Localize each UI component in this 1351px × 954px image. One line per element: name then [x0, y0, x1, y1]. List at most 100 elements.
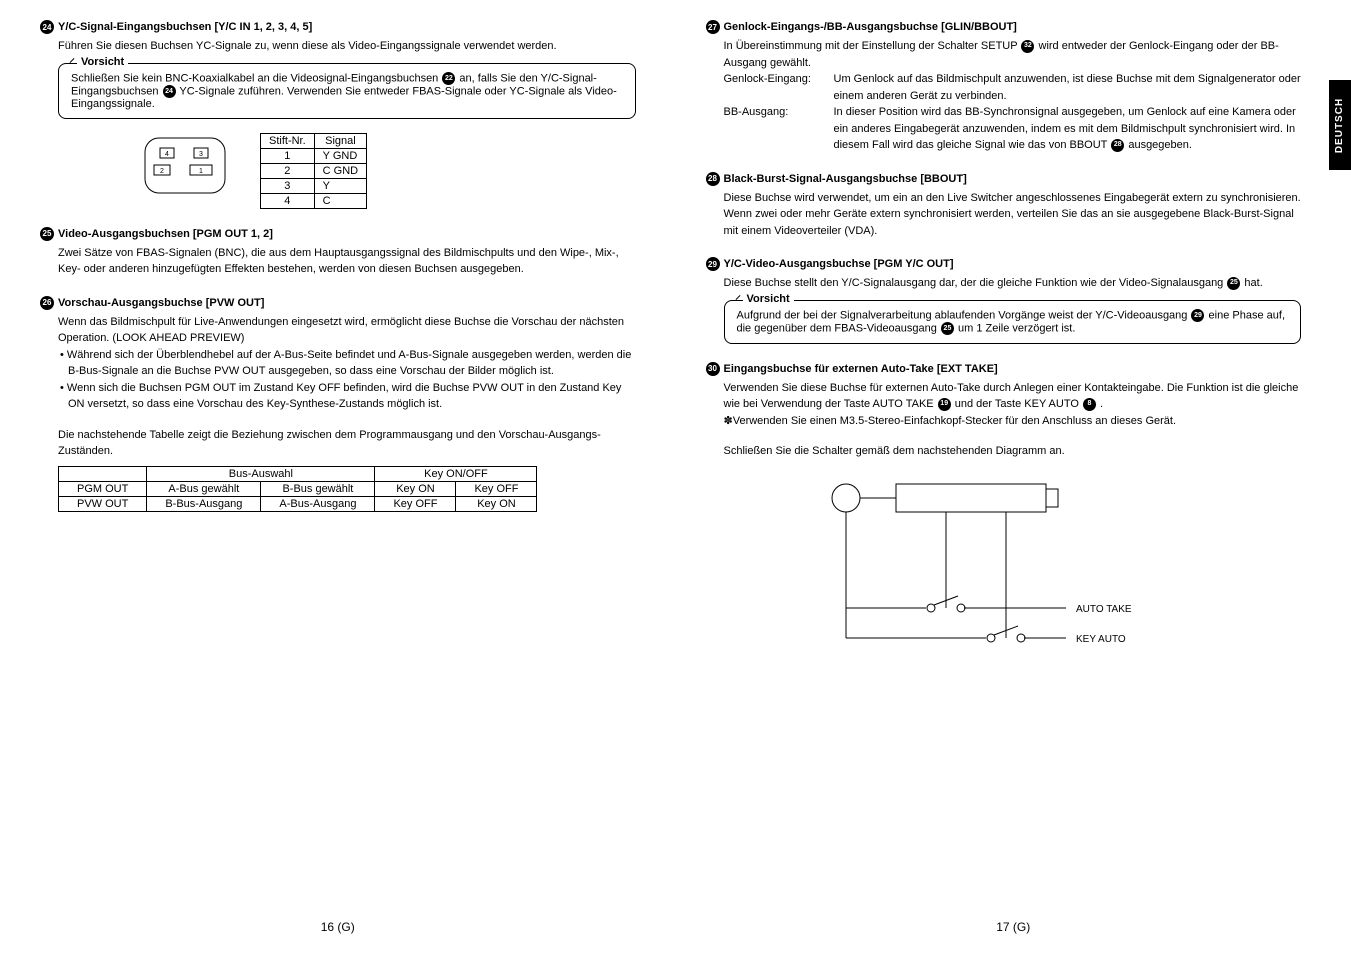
ref-8: 8	[1083, 398, 1096, 411]
ref-19: 19	[938, 398, 951, 411]
svg-text:3: 3	[199, 151, 203, 158]
title-25: Video-Ausgangsbuchsen [PGM OUT 1, 2]	[58, 228, 273, 240]
ref-28: 28	[1111, 139, 1124, 152]
connector-diagram: 4 3 2 1	[140, 133, 230, 203]
jack-diagram: AUTO TAKE KEY AUTO	[826, 478, 1302, 671]
b26-1: • Während sich der Überblendhebel auf de…	[58, 347, 636, 380]
circ-24: 24	[40, 20, 54, 34]
ref-29b: 29	[1191, 309, 1204, 322]
bullets-26: • Während sich der Überblendhebel auf de…	[58, 347, 636, 413]
caution-label-29: Vorsicht	[743, 293, 794, 305]
right-page: DEUTSCH 27 Genlock-Eingangs-/BB-Ausgangs…	[676, 0, 1351, 954]
caution-tick	[70, 58, 75, 63]
d2post: ausgegeben.	[1128, 139, 1192, 151]
left-page: 24 Y/C-Signal-Eingangsbuchsen [Y/C IN 1,…	[0, 0, 676, 954]
title-24: Y/C-Signal-Eingangsbuchsen [Y/C IN 1, 2,…	[58, 21, 312, 33]
svg-text:2: 2	[160, 168, 164, 175]
pin-r2c2: C GND	[314, 163, 366, 178]
section-25: 25 Video-Ausgangsbuchsen [PGM OUT 1, 2] …	[40, 227, 636, 278]
pin-table: Stift-Nr. Signal 1Y GND 2C GND 3Y 4C	[260, 133, 367, 209]
rel-r2c3: Key OFF	[375, 496, 456, 511]
caution-24: Vorsicht Schließen Sie kein BNC-Koaxialk…	[58, 63, 636, 119]
s30-note: ✽Verwenden Sie einen M3.5-Stereo-Einfach…	[724, 413, 1302, 430]
d1val: Um Genlock auf das Bildmischpult anzuwen…	[834, 71, 1302, 104]
pin-r1c1: 1	[261, 148, 315, 163]
body-29: Diese Buchse stellt den Y/C-Signalausgan…	[724, 275, 1302, 292]
pin-r4c2: C	[314, 193, 366, 208]
def-bb: BB-Ausgang: In dieser Position wird das …	[724, 104, 1302, 154]
title-29: Y/C-Video-Ausgangsbuchse [PGM Y/C OUT]	[724, 258, 954, 270]
pin-r2c1: 2	[261, 163, 315, 178]
section-30: 30 Eingangsbuchse für externen Auto-Take…	[706, 362, 1302, 671]
s30-diag-intro: Schließen Sie die Schalter gemäß dem nac…	[724, 443, 1302, 460]
rel-table: Bus-Auswahl Key ON/OFF PGM OUT A-Bus gew…	[58, 466, 537, 512]
b26-2: • Wenn sich die Buchsen PGM OUT im Zusta…	[58, 380, 636, 413]
pin-r4c1: 4	[261, 193, 315, 208]
body-27: In Übereinstimmung mit der Einstellung d…	[724, 38, 1302, 71]
footer-right: 17 (G)	[996, 920, 1030, 934]
svg-text:4: 4	[165, 151, 169, 158]
circ-28: 28	[706, 172, 720, 186]
title-28: Black-Burst-Signal-Ausgangsbuchse [BBOUT…	[724, 173, 967, 185]
section-26: 26 Vorschau-Ausgangsbuchse [PVW OUT] Wen…	[40, 296, 636, 512]
ref-24b: 24	[163, 85, 176, 98]
rel-r1c2: B-Bus gewählt	[261, 481, 375, 496]
heading-24: 24 Y/C-Signal-Eingangsbuchsen [Y/C IN 1,…	[40, 20, 636, 34]
ref-32: 32	[1021, 40, 1034, 53]
rel-blank	[59, 466, 147, 481]
rel-r1c4: Key OFF	[456, 481, 537, 496]
title-27: Genlock-Eingangs-/BB-Ausgangsbuchse [GLI…	[724, 21, 1017, 33]
side-tab-text: DEUTSCH	[1335, 97, 1346, 152]
heading-28: 28 Black-Burst-Signal-Ausgangsbuchse [BB…	[706, 172, 1302, 186]
d2val: In dieser Position wird das BB-Synchrons…	[834, 104, 1302, 154]
side-tab: DEUTSCH	[1329, 80, 1351, 170]
pin-row: 4 3 2 1 Stift-Nr. Signal 1Y GND 2C GND 3…	[140, 133, 636, 209]
caution-label-24: Vorsicht	[77, 56, 128, 68]
caution-tick-29	[735, 295, 740, 300]
svg-text:1: 1	[199, 168, 203, 175]
rel-h2: Key ON/OFF	[375, 466, 537, 481]
ref-22: 22	[442, 72, 455, 85]
rel-r2c4: Key ON	[456, 496, 537, 511]
rel-r1c3: Key ON	[375, 481, 456, 496]
section-28: 28 Black-Burst-Signal-Ausgangsbuchse [BB…	[706, 172, 1302, 240]
body-24: Führen Sie diesen Buchsen YC-Signale zu,…	[58, 38, 636, 55]
label-auto-take: AUTO TAKE	[1076, 604, 1132, 615]
body-26: Wenn das Bildmischpult für Live-Anwendun…	[58, 314, 636, 347]
circ-26: 26	[40, 296, 54, 310]
d1label: Genlock-Eingang:	[724, 71, 834, 104]
s30-mid: und der Taste KEY AUTO	[955, 398, 1082, 410]
title-26: Vorschau-Ausgangsbuchse [PVW OUT]	[58, 297, 264, 309]
heading-26: 26 Vorschau-Ausgangsbuchse [PVW OUT]	[40, 296, 636, 310]
pin-r3c1: 3	[261, 178, 315, 193]
body-28: Diese Buchse wird verwendet, um ein an d…	[724, 190, 1302, 240]
footer-left: 16 (G)	[321, 920, 355, 934]
section-24: 24 Y/C-Signal-Eingangsbuchsen [Y/C IN 1,…	[40, 20, 636, 209]
def-genlock: Genlock-Eingang: Um Genlock auf das Bild…	[724, 71, 1302, 104]
ref-25b: 25	[941, 322, 954, 335]
body-30: Verwenden Sie diese Buchse für externen …	[724, 380, 1302, 413]
caution-29: Vorsicht Aufgrund der bei der Signalvera…	[724, 300, 1302, 344]
heading-25: 25 Video-Ausgangsbuchsen [PGM OUT 1, 2]	[40, 227, 636, 241]
circ-25: 25	[40, 227, 54, 241]
ref-25: 25	[1227, 277, 1240, 290]
d2pre: In dieser Position wird das BB-Synchrons…	[834, 106, 1296, 151]
heading-27: 27 Genlock-Eingangs-/BB-Ausgangsbuchse […	[706, 20, 1302, 34]
s27-pre: In Übereinstimmung mit der Einstellung d…	[724, 40, 1021, 52]
heading-30: 30 Eingangsbuchse für externen Auto-Take…	[706, 362, 1302, 376]
circ-30: 30	[706, 362, 720, 376]
s30-post: .	[1100, 398, 1103, 410]
title-30: Eingangsbuchse für externen Auto-Take [E…	[724, 363, 998, 375]
circ-29: 29	[706, 257, 720, 271]
body-25: Zwei Sätze von FBAS-Signalen (BNC), die …	[58, 245, 636, 278]
pin-r3c2: Y	[314, 178, 366, 193]
rel-h1: Bus-Auswahl	[147, 466, 375, 481]
rel-r2c0: PVW OUT	[59, 496, 147, 511]
rel-r1c0: PGM OUT	[59, 481, 147, 496]
caution-24-pre: Schließen Sie kein BNC-Koaxialkabel an d…	[71, 72, 441, 84]
section-27: 27 Genlock-Eingangs-/BB-Ausgangsbuchse […	[706, 20, 1302, 154]
d2label: BB-Ausgang:	[724, 104, 834, 154]
pin-h2: Signal	[314, 133, 366, 148]
section-29: 29 Y/C-Video-Ausgangsbuchse [PGM Y/C OUT…	[706, 257, 1302, 344]
heading-29: 29 Y/C-Video-Ausgangsbuchse [PGM Y/C OUT…	[706, 257, 1302, 271]
